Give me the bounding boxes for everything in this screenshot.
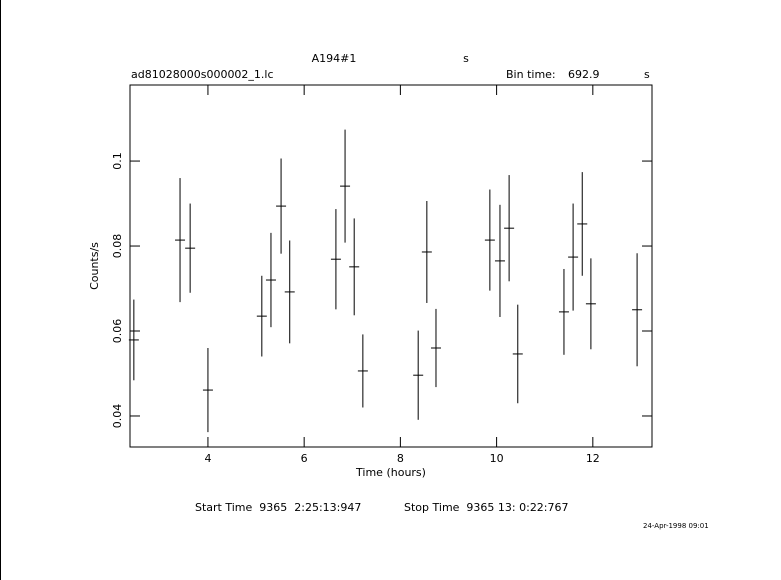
x-tick-label: 4 <box>204 452 211 465</box>
x-axis-label: Time (hours) <box>355 466 426 479</box>
subtitle: ad81028000s000002_1.lc <box>131 68 274 81</box>
bin-time-label: Bin time: <box>506 68 556 81</box>
x-tick-label: 12 <box>586 452 600 465</box>
stop-time: Stop Time 9365 13: 0:22:767 <box>404 501 569 514</box>
y-tick-label: 0.08 <box>111 234 124 259</box>
y-tick-label: 0.04 <box>111 404 124 429</box>
x-tick-label: 10 <box>490 452 504 465</box>
bin-time: 692.9 <box>568 68 600 81</box>
date: 24-Apr-1998 09:01 <box>643 522 709 530</box>
start-time: Start Time 9365 2:25:13:947 <box>195 501 361 514</box>
x-tick-label: 8 <box>397 452 404 465</box>
x-tick-label: 6 <box>301 452 308 465</box>
chart-title: A194#1 <box>312 52 357 65</box>
y-tick-label: 0.06 <box>111 319 124 344</box>
plot-frame <box>129 84 653 448</box>
title-unit: s <box>463 52 469 65</box>
y-axis-label: Counts/s <box>88 242 101 290</box>
y-tick-label: 0.1 <box>111 152 124 170</box>
bin-time-unit: s <box>644 68 650 81</box>
